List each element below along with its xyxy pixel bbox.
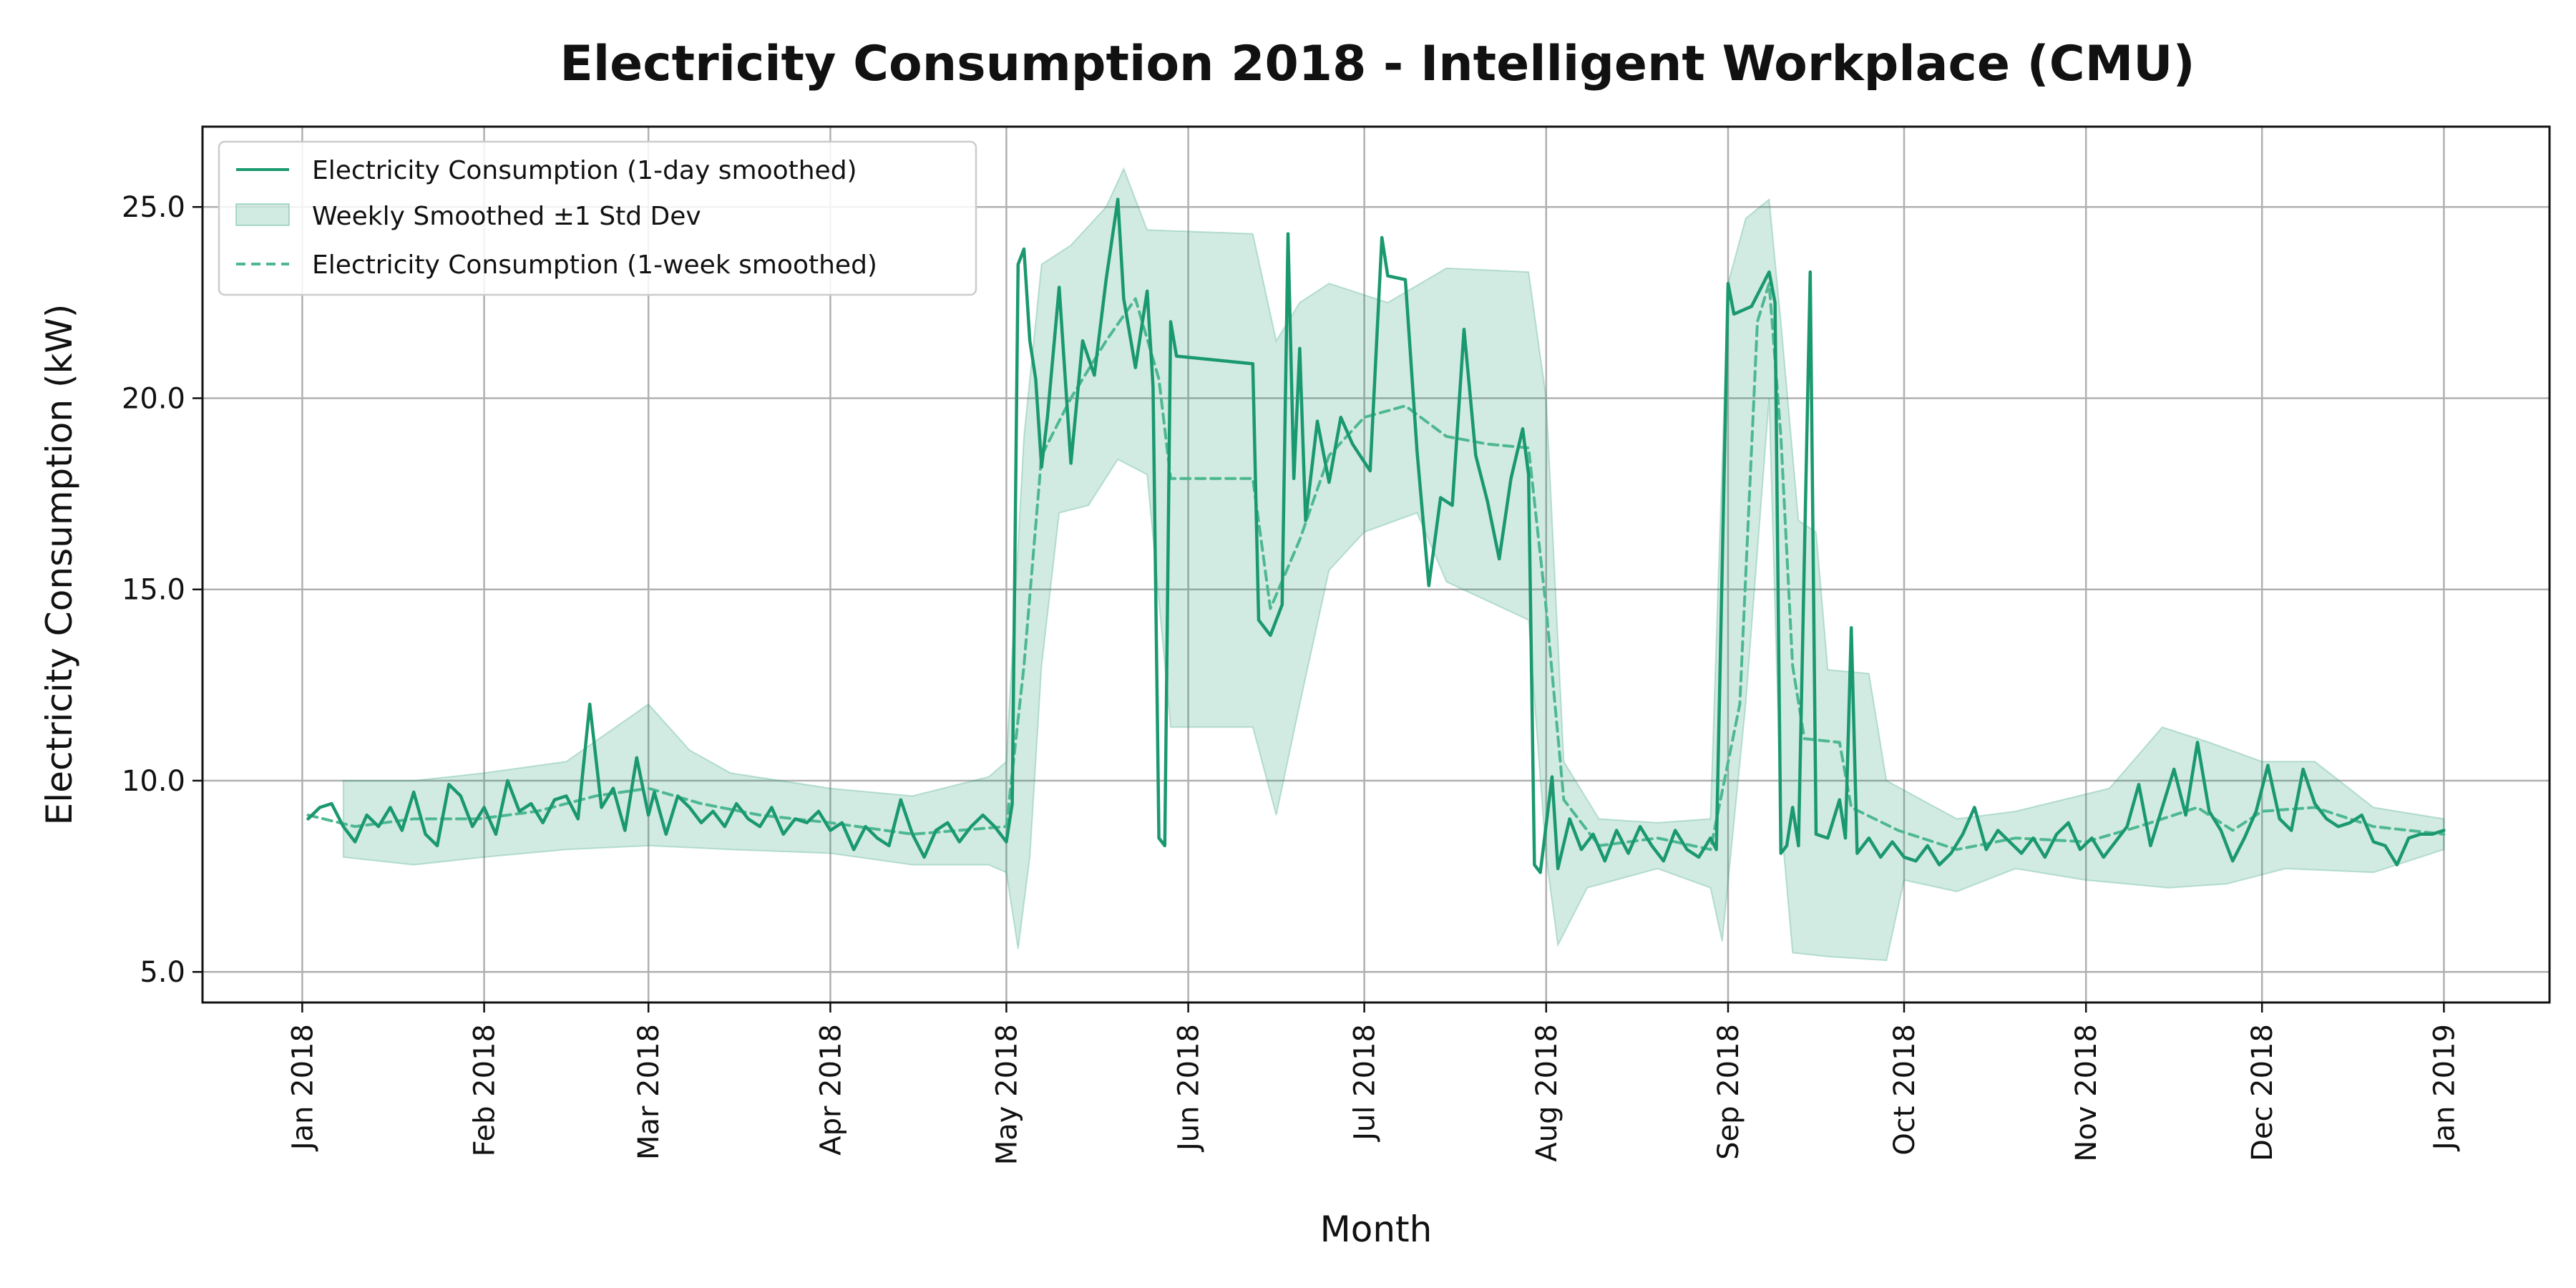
y-tick-label: 20.0 [122, 382, 185, 415]
std-band-layer [342, 167, 2445, 962]
x-tick-label: Aug 2018 [1531, 1024, 1563, 1162]
x-tick-label: Jan 2018 [286, 1024, 319, 1152]
y-tick-label: 10.0 [122, 765, 185, 798]
legend: Electricity Consumption (1-day smoothed)… [218, 140, 977, 296]
x-tick-label: Dec 2018 [2246, 1024, 2279, 1161]
y-tick-label: 15.0 [122, 574, 185, 607]
series-layer [306, 197, 2446, 874]
x-tick-label: Sep 2018 [1712, 1024, 1745, 1160]
legend-swatch-band [235, 203, 290, 226]
x-axis-label: Month [1320, 1209, 1433, 1250]
y-tick-label: 25.0 [122, 191, 185, 224]
y-axis-label: Electricity Consumption (kW) [39, 304, 80, 826]
legend-label-band: Weekly Smoothed ±1 Std Dev [312, 202, 701, 231]
axis-ticks: 5.0 10.0 15.0 20.0 25.0 Jan 2018 Feb 2018 Mar 2… [122, 191, 2461, 1165]
x-tick-label: Jan 2019 [2428, 1024, 2461, 1152]
legend-label-weekly: Electricity Consumption (1-week smoothed… [312, 250, 877, 280]
daily-smoothed-line [306, 197, 2446, 874]
x-tick-label: Apr 2018 [814, 1024, 847, 1156]
x-tick-label: Oct 2018 [1888, 1024, 1921, 1156]
x-tick-label: Jul 2018 [1349, 1024, 1382, 1143]
legend-label-daily: Electricity Consumption (1-day smoothed) [312, 156, 857, 185]
chart-title: Electricity Consumption 2018 - Intellige… [560, 36, 2195, 92]
x-tick-label: Feb 2018 [469, 1024, 502, 1156]
y-tick-label: 5.0 [140, 956, 185, 989]
x-tick-label: May 2018 [990, 1024, 1023, 1165]
x-tick-label: Jun 2018 [1173, 1024, 1206, 1153]
std-dev-band [342, 167, 2445, 962]
legend-box [218, 140, 977, 296]
x-tick-label: Nov 2018 [2070, 1024, 2103, 1162]
x-tick-label: Mar 2018 [633, 1024, 665, 1160]
plot-frame [201, 125, 2551, 1004]
